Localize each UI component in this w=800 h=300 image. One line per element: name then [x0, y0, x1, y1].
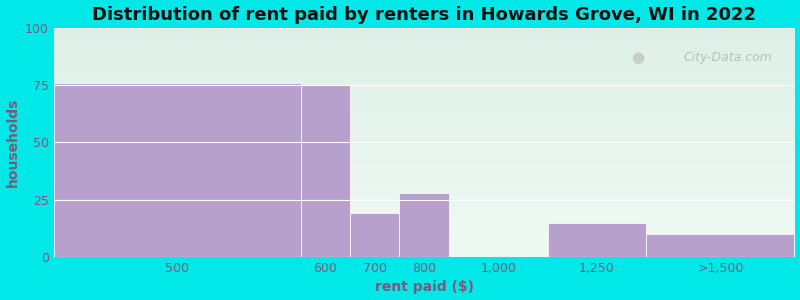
Y-axis label: households: households — [6, 98, 19, 187]
Bar — [54, 83, 301, 257]
Bar — [547, 223, 646, 257]
X-axis label: rent paid ($): rent paid ($) — [374, 280, 474, 294]
Bar — [399, 193, 449, 257]
Bar — [350, 214, 399, 257]
Bar — [301, 85, 350, 257]
Bar — [646, 234, 794, 257]
Text: City-Data.com: City-Data.com — [683, 51, 772, 64]
Title: Distribution of rent paid by renters in Howards Grove, WI in 2022: Distribution of rent paid by renters in … — [92, 6, 756, 24]
Text: ●: ● — [631, 50, 645, 65]
